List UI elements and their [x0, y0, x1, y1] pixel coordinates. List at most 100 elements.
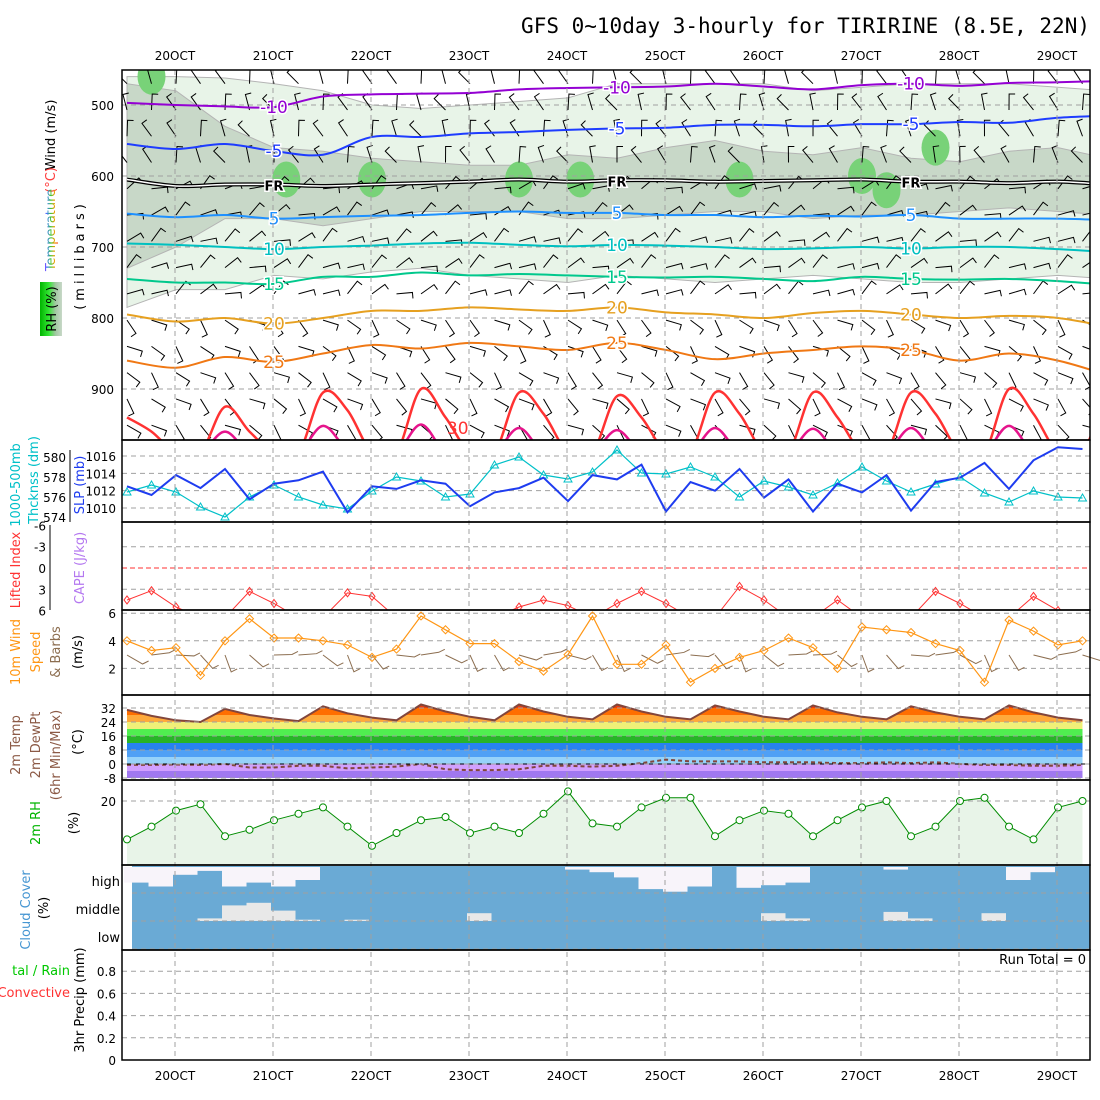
wind-barb: [641, 231, 659, 242]
precip-total-label: tal / Rain: [12, 964, 70, 979]
wind-barb: [984, 213, 1002, 220]
wind-barb: [141, 119, 152, 137]
rh2m-marker: [784, 809, 793, 818]
temp-tick: -8: [104, 772, 116, 786]
lifted-index-panel: -6 -3 0 3 6: [34, 519, 1090, 619]
isotherm-label: 5: [612, 204, 623, 224]
bottom-date-label: 20OCT: [155, 1069, 196, 1083]
thickness-marker: [710, 471, 720, 481]
wind-barb: [1033, 70, 1035, 84]
wind-barb: [200, 424, 212, 440]
wind-barb: [812, 398, 821, 417]
wind10m-marker: [808, 642, 818, 653]
wind-barb: [543, 254, 559, 268]
wind10m-marker: [416, 611, 426, 621]
wind-barb: [972, 70, 985, 85]
wind-barb: [616, 319, 627, 338]
wind-barb: [935, 283, 953, 295]
thickness-marker: [514, 451, 524, 461]
wind-barb: [935, 265, 953, 273]
wind10m-barb: [1033, 654, 1058, 660]
wind-barb: [445, 204, 463, 216]
cloud-high-bar: [295, 867, 320, 880]
wind-barb: [861, 146, 870, 163]
wind-barb: [935, 184, 953, 192]
wind-barb: [739, 228, 755, 242]
rh-legend-swatch: [40, 282, 62, 336]
slp-tick: 1010: [85, 502, 116, 516]
li-marker: [270, 598, 278, 609]
wind10m-marker: [269, 633, 279, 643]
speed-label: Speed: [29, 632, 44, 673]
wind-barb: [592, 201, 608, 216]
cloud-high-bar: [761, 867, 786, 886]
wind-barb: [1008, 93, 1016, 110]
wind-barb: [322, 319, 339, 331]
li-tick: 0: [38, 562, 46, 576]
wind-barb: [273, 239, 291, 246]
li-marker: [613, 598, 621, 609]
isotherm-line: [126, 210, 1090, 221]
wind-barb: [371, 398, 381, 417]
wind-barb: [877, 92, 887, 111]
wind-barb: [616, 346, 628, 364]
wind-barb: [224, 228, 241, 242]
wind-barb: [1005, 70, 1010, 84]
wind-barb: [592, 319, 609, 332]
li-marker: [539, 595, 548, 605]
rh-blob-70: [272, 161, 301, 198]
thickness-marker: [171, 486, 181, 496]
thickness-marker: [146, 479, 157, 489]
wind-barb: [1008, 263, 1027, 270]
wind-barb: [533, 70, 544, 84]
wind-barb: [1057, 236, 1076, 244]
cloud-high-bar: [222, 867, 247, 887]
wind-barb: [1076, 118, 1083, 137]
rh2m-marker: [735, 816, 744, 825]
wind-barb: [126, 372, 141, 388]
wind-barb: [459, 145, 471, 163]
wind10m-marker: [636, 659, 647, 669]
wind-barb: [910, 319, 926, 334]
wind-barb: [508, 93, 520, 111]
wind-barb: [298, 372, 312, 388]
wind-barb: [592, 70, 594, 84]
lifted-index-label: Lifted Index: [9, 531, 24, 608]
wind-barb: [959, 346, 971, 364]
wind-barb: [322, 398, 338, 413]
rh2m-marker: [539, 809, 548, 818]
wind10m-marker: [906, 627, 916, 638]
wind10m-barb: [126, 654, 149, 665]
wind-barb: [298, 398, 307, 417]
wind-barb: [886, 372, 903, 385]
thickness-marker: [122, 486, 132, 496]
isotherm-label: 10: [900, 239, 922, 259]
wind-barb: [445, 239, 463, 246]
wind10m-barb: [592, 654, 609, 672]
rh2m-marker: [588, 819, 597, 828]
wind-barb: [249, 398, 266, 410]
wind-barb: [641, 398, 650, 417]
isotherm-label: 25: [900, 341, 922, 361]
wind10m-marker: [171, 642, 181, 653]
wind-barb: [249, 70, 251, 84]
wind-barb: [416, 92, 423, 111]
wind-barb: [1082, 372, 1090, 390]
wind-barb: [690, 280, 706, 295]
isotherm-label: 15: [263, 275, 285, 295]
wind-barb: [322, 289, 341, 297]
bottom-date-label: 26OCT: [743, 1069, 784, 1083]
wind-barb: [910, 257, 928, 269]
wind-barb: [567, 183, 586, 190]
thickness-marker: [636, 467, 647, 477]
wind10m-barb: [1008, 654, 1025, 671]
li-marker: [1029, 591, 1038, 602]
wind-barb: [273, 146, 281, 163]
wind-barb: [396, 291, 414, 299]
panel-frame: [121, 949, 1091, 1061]
wind-barb: [910, 183, 929, 190]
wind-barb: [665, 398, 681, 413]
thickness-marker: [220, 511, 230, 521]
thickness-marker: [1077, 492, 1088, 502]
cloud-high-label: high: [92, 875, 120, 890]
